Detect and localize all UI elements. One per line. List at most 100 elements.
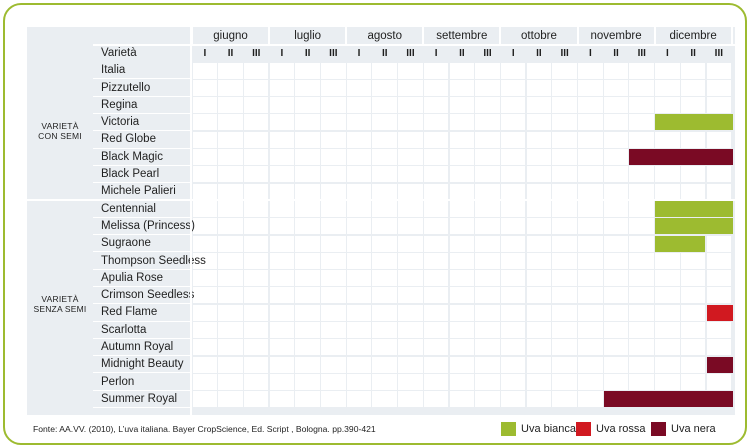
empty-cell <box>526 287 552 304</box>
empty-cell <box>552 97 577 114</box>
empty-cell <box>269 322 295 339</box>
empty-cell <box>552 183 577 200</box>
empty-cell <box>475 391 500 408</box>
row-divider <box>93 182 191 184</box>
empty-cell <box>500 79 526 96</box>
empty-cell <box>500 373 526 390</box>
empty-cell <box>449 149 474 166</box>
empty-cell <box>552 339 577 356</box>
empty-cell <box>423 200 449 217</box>
row-divider <box>93 337 191 339</box>
empty-cell <box>269 287 295 304</box>
empty-cell <box>218 79 243 96</box>
empty-cell <box>295 166 320 183</box>
empty-cell <box>398 235 423 252</box>
empty-cell <box>423 97 449 114</box>
variety-name: Scarlotta <box>101 323 147 336</box>
empty-cell <box>629 97 654 114</box>
empty-cell <box>603 270 629 287</box>
empty-cell <box>475 79 500 96</box>
empty-cell <box>398 270 423 287</box>
harvest-cell <box>655 114 682 131</box>
empty-cell <box>295 391 320 408</box>
empty-cell <box>475 149 500 166</box>
empty-cell <box>269 62 295 79</box>
row-divider <box>93 130 191 132</box>
empty-cell <box>423 62 449 79</box>
group-label-line: VARIETÀ <box>41 121 79 132</box>
harvest-cell <box>629 149 656 166</box>
row-divider <box>93 251 191 253</box>
empty-cell <box>295 183 320 200</box>
empty-cell <box>218 304 243 321</box>
empty-cell <box>398 322 423 339</box>
empty-cell <box>655 373 680 390</box>
empty-cell <box>269 183 295 200</box>
variety-name: Summer Royal <box>101 392 178 405</box>
empty-cell <box>680 131 706 148</box>
decade-label: III <box>560 48 569 59</box>
empty-cell <box>269 252 295 269</box>
empty-cell <box>449 304 474 321</box>
empty-cell <box>218 235 243 252</box>
empty-cell <box>578 356 603 373</box>
empty-cell <box>218 391 243 408</box>
empty-cell <box>423 131 449 148</box>
decade-label: II <box>381 48 388 59</box>
decade-label: I <box>280 48 284 59</box>
legend-item-bianca: Uva bianca <box>501 422 576 436</box>
empty-cell <box>526 270 552 287</box>
empty-cell <box>218 218 243 235</box>
empty-cell <box>423 218 449 235</box>
empty-cell <box>578 114 603 131</box>
empty-cell <box>398 97 423 114</box>
empty-cell <box>475 200 500 217</box>
empty-cell <box>192 339 217 356</box>
empty-cell <box>680 166 706 183</box>
empty-cell <box>423 183 449 200</box>
row-divider <box>93 372 191 374</box>
empty-cell <box>321 304 346 321</box>
empty-cell <box>243 218 269 235</box>
variety-name: Autumn Royal <box>101 341 174 353</box>
empty-cell <box>552 252 577 269</box>
empty-cell <box>578 79 603 96</box>
empty-cell <box>526 200 552 217</box>
empty-cell <box>655 252 680 269</box>
empty-cell <box>552 391 577 408</box>
empty-cell <box>578 149 603 166</box>
harvest-cell <box>706 356 733 373</box>
empty-cell <box>680 97 706 114</box>
harvest-cell <box>655 391 682 408</box>
harvest-cell <box>680 200 707 217</box>
month-divider <box>499 27 502 45</box>
empty-cell <box>449 270 474 287</box>
empty-cell <box>192 304 217 321</box>
empty-cell <box>192 114 217 131</box>
decade-label: I <box>511 48 515 59</box>
empty-cell <box>372 252 397 269</box>
empty-cell <box>475 270 500 287</box>
empty-cell <box>295 200 320 217</box>
empty-cell <box>706 62 731 79</box>
harvest-cell <box>655 200 682 217</box>
empty-cell <box>192 131 217 148</box>
empty-cell <box>243 391 269 408</box>
empty-cell <box>526 166 552 183</box>
empty-cell <box>243 270 269 287</box>
empty-cell <box>706 235 731 252</box>
empty-cell <box>500 62 526 79</box>
empty-cell <box>603 252 629 269</box>
empty-cell <box>578 183 603 200</box>
empty-cell <box>475 62 500 79</box>
empty-cell <box>629 373 654 390</box>
empty-cell <box>295 339 320 356</box>
empty-cell <box>372 235 397 252</box>
empty-cell <box>295 235 320 252</box>
empty-cell <box>218 97 243 114</box>
empty-cell <box>295 287 320 304</box>
empty-cell <box>603 322 629 339</box>
empty-cell <box>449 235 474 252</box>
empty-cell <box>243 149 269 166</box>
empty-cell <box>655 79 680 96</box>
